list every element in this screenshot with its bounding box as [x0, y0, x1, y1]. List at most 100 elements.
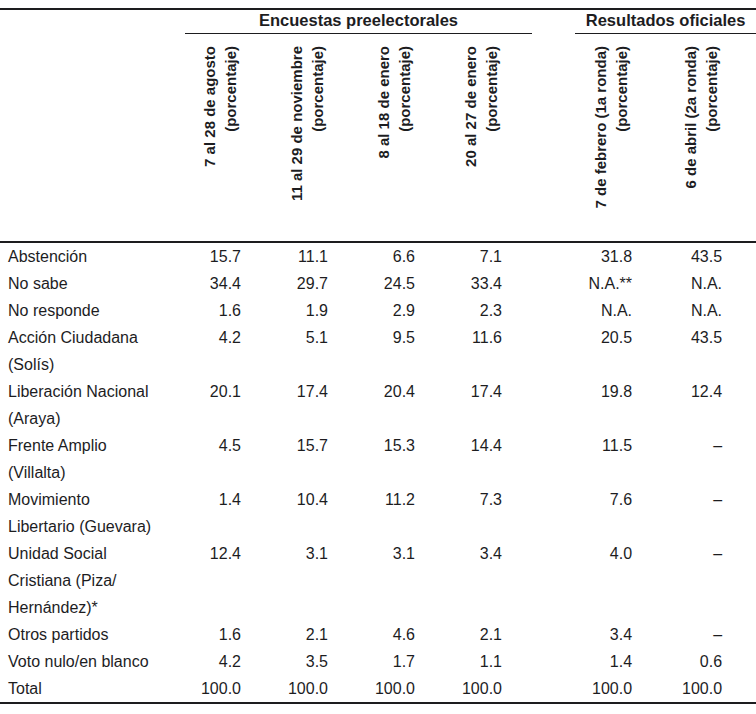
- column-header-noviembre-label: 11 al 29 de noviembre (porcentaje): [286, 46, 328, 241]
- value-cell: 100.0: [241, 675, 328, 703]
- value-cell: 3.5: [241, 648, 328, 675]
- value-cell: 6.6: [328, 242, 415, 270]
- row-label-header-cell: [0, 34, 185, 242]
- row-otros-partidos: Otros partidos 1.6 2.1 4.6 2.1 3.4 –: [0, 621, 756, 648]
- value-cell: 11.2: [328, 486, 415, 540]
- row-unidad-social-cristiana: Unidad Social Cristiana (Piza/ Hernández…: [0, 540, 756, 621]
- trailing-spacer-cell: [722, 621, 756, 648]
- corner-spacer-cell: [0, 9, 185, 34]
- value-cell: 20.4: [328, 378, 415, 432]
- value-cell: 1.4: [546, 648, 632, 675]
- value-cell: N.A.**: [546, 270, 632, 297]
- value-cell: 100.0: [546, 675, 632, 703]
- row-label: Voto nulo/en blanco: [0, 648, 185, 675]
- group-gap-cell: [502, 486, 546, 540]
- row-liberacion-nacional: Liberación Nacional (Araya) 20.1 17.4 20…: [0, 378, 756, 432]
- row-label: Otros partidos: [0, 621, 185, 648]
- value-cell: 3.1: [241, 540, 328, 621]
- trailing-spacer-cell: [722, 486, 756, 540]
- group-gap-cell: [502, 297, 546, 324]
- value-cell: 11.5: [546, 432, 632, 486]
- row-label: Abstención: [0, 242, 185, 270]
- value-cell: 20.5: [546, 324, 632, 378]
- value-cell: 2.9: [328, 297, 415, 324]
- value-cell: 15.7: [241, 432, 328, 486]
- trailing-spacer-cell: [722, 540, 756, 621]
- value-cell: 1.1: [415, 648, 502, 675]
- value-cell: 4.2: [185, 648, 241, 675]
- value-cell: 1.9: [241, 297, 328, 324]
- value-cell: N.A.: [632, 270, 722, 297]
- group-header-resultados: Resultados oficiales: [575, 11, 756, 34]
- polls-results-table: Encuestas preelectorales Resultados ofic…: [0, 8, 756, 704]
- row-label: Total: [0, 675, 185, 703]
- row-label: Acción Ciudadana (Solís): [0, 324, 185, 378]
- row-frente-amplio: Frente Amplio (Villalta) 4.5 15.7 15.3 1…: [0, 432, 756, 486]
- value-cell: 19.8: [546, 378, 632, 432]
- value-cell: 7.6: [546, 486, 632, 540]
- value-cell: 11.1: [241, 242, 328, 270]
- value-cell: 43.5: [632, 324, 722, 378]
- value-cell: 4.6: [328, 621, 415, 648]
- column-header-noviembre: 11 al 29 de noviembre (porcentaje): [241, 34, 328, 242]
- row-voto-nulo: Voto nulo/en blanco 4.2 3.5 1.7 1.1 1.4 …: [0, 648, 756, 675]
- value-cell: 0.6: [632, 648, 722, 675]
- value-cell: 43.5: [632, 242, 722, 270]
- trailing-spacer-cell: [722, 432, 756, 486]
- value-cell: 12.4: [185, 540, 241, 621]
- trailing-spacer-cell: [722, 675, 756, 703]
- value-cell: 20.1: [185, 378, 241, 432]
- value-cell: 1.7: [328, 648, 415, 675]
- value-cell: 100.0: [415, 675, 502, 703]
- group-gap-cell: [502, 540, 546, 621]
- row-abstencion: Abstención 15.7 11.1 6.6 7.1 31.8 43.5: [0, 242, 756, 270]
- group-header-row: Encuestas preelectorales Resultados ofic…: [0, 9, 756, 34]
- column-header-abril-2a-ronda-label: 6 de abril (2a ronda) (porcentaje): [680, 46, 722, 241]
- value-cell: 10.4: [241, 486, 328, 540]
- row-label: Movimiento Libertario (Guevara): [0, 486, 185, 540]
- row-label: Liberación Nacional (Araya): [0, 378, 185, 432]
- value-cell: 2.1: [241, 621, 328, 648]
- trailing-spacer-cell: [722, 242, 756, 270]
- trailing-spacer-cell: [722, 270, 756, 297]
- value-cell: –: [632, 432, 722, 486]
- value-cell: 34.4: [185, 270, 241, 297]
- value-cell: 3.1: [328, 540, 415, 621]
- value-cell: N.A.: [546, 297, 632, 324]
- column-header-agosto-label: 7 al 28 de agosto (porcentaje): [199, 46, 241, 241]
- value-cell: 4.2: [185, 324, 241, 378]
- value-cell: 100.0: [185, 675, 241, 703]
- trailing-spacer-cell: [722, 297, 756, 324]
- value-cell: 7.3: [415, 486, 502, 540]
- value-cell: 1.6: [185, 621, 241, 648]
- column-header-enero-8-18: 8 al 18 de enero (porcentaje): [328, 34, 415, 242]
- row-label: No responde: [0, 297, 185, 324]
- document-page: Encuestas preelectorales Resultados ofic…: [0, 0, 756, 704]
- group-gap-cell: [502, 675, 546, 703]
- value-cell: 100.0: [632, 675, 722, 703]
- value-cell: 4.0: [546, 540, 632, 621]
- trailing-spacer-cell: [722, 34, 756, 242]
- value-cell: 100.0: [328, 675, 415, 703]
- value-cell: 15.7: [185, 242, 241, 270]
- value-cell: 14.4: [415, 432, 502, 486]
- value-cell: 9.5: [328, 324, 415, 378]
- row-label: Frente Amplio (Villalta): [0, 432, 185, 486]
- value-cell: 1.6: [185, 297, 241, 324]
- group-gap-cell: [502, 432, 546, 486]
- column-header-abril-2a-ronda: 6 de abril (2a ronda) (porcentaje): [632, 34, 722, 242]
- row-label: No sabe: [0, 270, 185, 297]
- row-no-responde: No responde 1.6 1.9 2.9 2.3 N.A. N.A.: [0, 297, 756, 324]
- column-header-enero-20-27-label: 20 al 27 de enero (porcentaje): [460, 46, 502, 241]
- value-cell: –: [632, 540, 722, 621]
- group-gap-cell: [502, 648, 546, 675]
- group-gap-cell: [502, 621, 546, 648]
- group-cell-resultados: Resultados oficiales: [546, 9, 756, 34]
- value-cell: 7.1: [415, 242, 502, 270]
- group-gap-cell: [502, 34, 546, 242]
- value-cell: 15.3: [328, 432, 415, 486]
- value-cell: 12.4: [632, 378, 722, 432]
- value-cell: 4.5: [185, 432, 241, 486]
- column-header-febrero-1a-ronda: 7 de febrero (1a ronda) (porcentaje): [546, 34, 632, 242]
- group-header-encuestas: Encuestas preelectorales: [185, 11, 532, 34]
